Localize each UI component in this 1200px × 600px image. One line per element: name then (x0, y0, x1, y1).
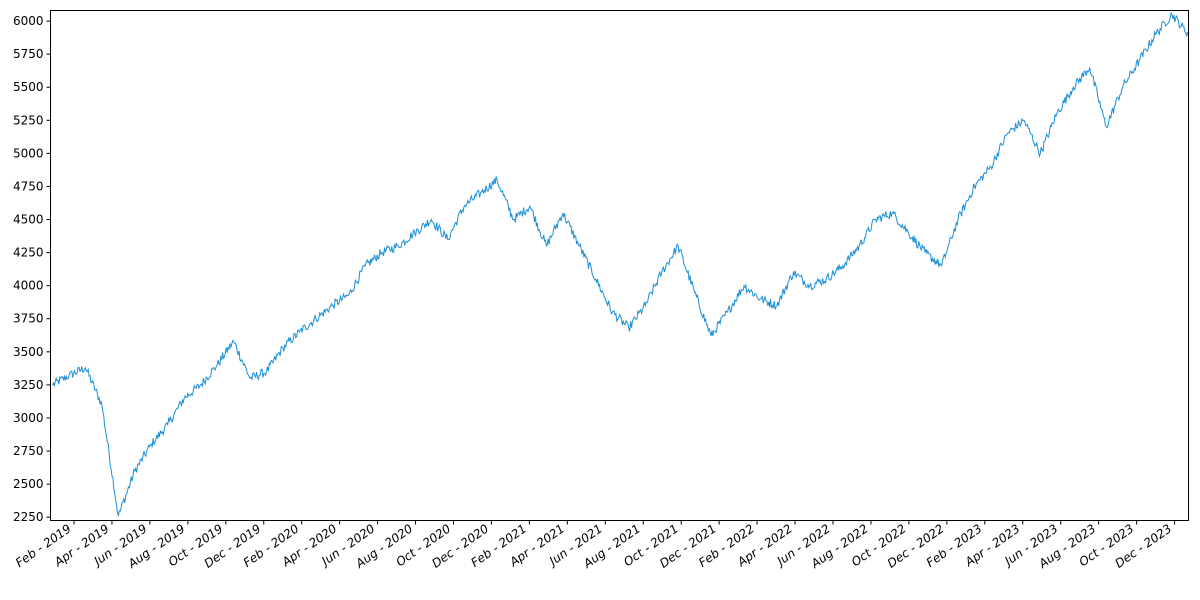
y-tick-label: 2750 (13, 444, 44, 458)
y-tick-label: 4250 (13, 246, 44, 260)
y-tick-label: 4750 (13, 179, 44, 193)
y-tick-label: 5750 (13, 47, 44, 61)
y-tick-label: 2500 (13, 477, 44, 491)
y-tick-label: 2250 (13, 510, 44, 524)
y-tick-label: 3250 (13, 378, 44, 392)
y-tick-label: 4000 (13, 279, 44, 293)
plot-frame (50, 10, 1189, 521)
y-tick-label: 5500 (13, 80, 44, 94)
y-tick-label: 3750 (13, 312, 44, 326)
y-tick-label: 6000 (13, 14, 44, 28)
y-tick-label: 3500 (13, 345, 44, 359)
y-tick-label: 3000 (13, 411, 44, 425)
y-tick-label: 5000 (13, 146, 44, 160)
series-line (52, 11, 1189, 517)
y-tick-label: 5250 (13, 113, 44, 127)
y-axis: 2250 2500 2750 3000 3250 3500 3750 4000 4250 4500… (13, 14, 51, 524)
y-tick-label: 4500 (13, 213, 44, 227)
